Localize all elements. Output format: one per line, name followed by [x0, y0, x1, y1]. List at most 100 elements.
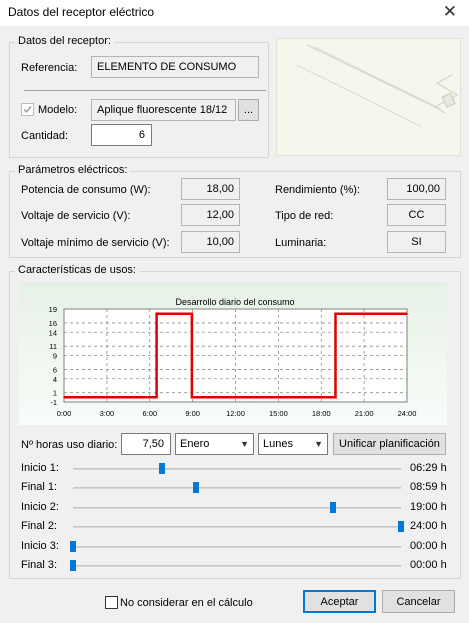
voltaje-minimo-field[interactable]: 10,00	[181, 231, 240, 253]
chevron-down-icon: ▼	[314, 439, 323, 449]
slider-thumb[interactable]	[159, 463, 165, 474]
slider-value: 19:00 h	[410, 501, 447, 513]
receptor-group-label: Datos del receptor:	[15, 35, 114, 48]
slider-track[interactable]	[73, 487, 401, 489]
chevron-down-icon: ▼	[240, 439, 249, 449]
dia-select-value: Lunes	[263, 438, 293, 450]
title-bar	[0, 0, 469, 26]
slider-thumb[interactable]	[70, 560, 76, 571]
parametros-group	[9, 171, 461, 258]
chart-x-tick-label: 3:00	[100, 409, 115, 418]
chart-y-tick-label: 19	[49, 305, 57, 314]
voltaje-minimo-label: Voltaje mínimo de servicio (V):	[21, 237, 170, 249]
cantidad-label: Cantidad:	[21, 130, 69, 142]
fluorescent-fixture-icon	[296, 44, 459, 128]
slider-label: Final 3:	[21, 559, 58, 571]
slider-thumb[interactable]	[70, 541, 76, 552]
usos-group	[9, 271, 461, 579]
tipo-red-field[interactable]: CC	[387, 204, 446, 226]
chart-y-tick-label: 14	[49, 328, 57, 337]
model-preview	[276, 38, 461, 156]
no-considerar-checkbox[interactable]	[105, 596, 118, 609]
slider-value: 24:00 h	[410, 520, 447, 532]
mes-select[interactable]: Enero ▼	[175, 433, 254, 455]
slider-track[interactable]	[73, 565, 401, 567]
chart-series-point	[155, 312, 158, 315]
chart-series-line	[64, 312, 407, 399]
referencia-field[interactable]: ELEMENTO DE CONSUMO	[91, 56, 259, 78]
chart-x-tick-label: 12:00	[226, 409, 245, 418]
modelo-label: Modelo:	[38, 104, 78, 116]
chart-y-tick-label: 6	[53, 365, 57, 374]
consumption-chart: -1 1 4 6 9 11 14 16 19 0:00 3:00 6:00 9:00 12:00 15:0…	[19, 282, 447, 425]
mes-select-value: Enero	[180, 438, 210, 450]
chart-series-point	[334, 396, 337, 399]
slider-label: Final 1:	[21, 481, 58, 493]
slider-track[interactable]	[73, 546, 401, 548]
modelo-browse-button[interactable]: ...	[238, 99, 259, 121]
dia-select[interactable]: Lunes ▼	[258, 433, 328, 455]
referencia-label: Referencia:	[21, 62, 78, 74]
slider-value: 00:00 h	[410, 540, 447, 552]
slider-value: 08:59 h	[410, 481, 447, 493]
receptor-group	[9, 42, 269, 158]
chart-series-point	[191, 312, 193, 315]
chart-y-tick-label: -1	[50, 398, 57, 407]
modelo-field[interactable]: Aplique fluorescente 18/12	[91, 99, 236, 121]
slider-value: 06:29 h	[410, 462, 447, 474]
luminaria-field[interactable]: SI	[387, 231, 446, 253]
slider-thumb[interactable]	[398, 521, 404, 532]
chart-x-tick-label: 9:00	[185, 409, 200, 418]
chart-x-tick-label: 18:00	[312, 409, 331, 418]
chart-x-tick-label: 21:00	[355, 409, 374, 418]
chart-y-tick-label: 1	[53, 389, 57, 398]
luminaria-label: Luminaria:	[275, 237, 327, 249]
rendimiento-field[interactable]: 100,00	[387, 178, 446, 200]
chart-x-tick-label: 6:00	[142, 409, 157, 418]
rendimiento-label: Rendimiento (%):	[275, 184, 360, 196]
chart-x-tick-label: 15:00	[269, 409, 288, 418]
no-considerar-label: No considerar en el cálculo	[120, 597, 253, 609]
slider-thumb[interactable]	[193, 482, 199, 493]
slider-label: Inicio 2:	[21, 501, 59, 513]
chart-title: Desarrollo diario del consumo	[175, 297, 294, 307]
slider-thumb[interactable]	[330, 502, 336, 513]
slider-label: Inicio 1:	[21, 462, 59, 474]
voltaje-servicio-label: Voltaje de servicio (V):	[21, 210, 131, 222]
chart-series-point	[191, 396, 193, 399]
slider-label: Final 2:	[21, 520, 58, 532]
window-title: Datos del receptor eléctrico	[8, 5, 155, 19]
tipo-red-label: Tipo de red:	[275, 210, 334, 222]
unificar-button[interactable]: Unificar planificación	[333, 433, 446, 455]
check-icon	[23, 106, 32, 114]
chart-y-tick-label: 9	[53, 352, 57, 361]
slider-value: 00:00 h	[410, 559, 447, 571]
receptor-separator	[24, 90, 266, 91]
close-icon[interactable]: ✕	[442, 2, 457, 21]
chart-series-point	[63, 396, 65, 399]
parametros-group-label: Parámetros eléctricos:	[15, 164, 131, 177]
chart-x-tick-label: 0:00	[57, 409, 72, 418]
chart-series-point	[334, 312, 337, 315]
potencia-field[interactable]: 18,00	[181, 178, 240, 200]
chart-y-tick-label: 16	[49, 319, 57, 328]
voltaje-servicio-field[interactable]: 12,00	[181, 204, 240, 226]
aceptar-button[interactable]: Aceptar	[303, 590, 376, 613]
modelo-checkbox[interactable]	[21, 103, 34, 116]
chart-series-point	[406, 312, 408, 315]
chart-y-tick-label: 11	[49, 342, 57, 351]
usos-group-label: Características de usos:	[15, 264, 139, 277]
cancelar-button[interactable]: Cancelar	[382, 590, 455, 613]
chart-y-tick-label: 4	[53, 375, 57, 384]
slider-track[interactable]	[73, 526, 401, 528]
potencia-label: Potencia de consumo (W):	[21, 184, 151, 196]
cantidad-input[interactable]: 6	[91, 124, 152, 146]
slider-track[interactable]	[73, 468, 401, 470]
horas-label: Nº horas uso diario:	[21, 439, 118, 451]
slider-label: Inicio 3:	[21, 540, 59, 552]
slider-track[interactable]	[73, 507, 401, 509]
chart-series-point	[155, 396, 158, 399]
chart-x-tick-label: 24:00	[398, 409, 417, 418]
horas-field[interactable]: 7,50	[121, 433, 171, 455]
